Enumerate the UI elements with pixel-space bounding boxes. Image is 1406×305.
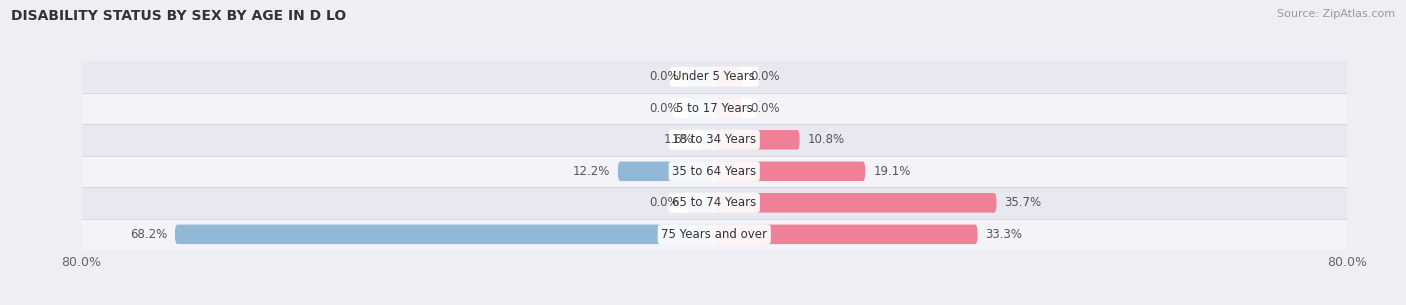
Text: 68.2%: 68.2% — [129, 228, 167, 241]
Text: 0.0%: 0.0% — [650, 70, 679, 83]
Text: 0.0%: 0.0% — [749, 102, 779, 115]
Text: 12.2%: 12.2% — [572, 165, 610, 178]
Text: 18 to 34 Years: 18 to 34 Years — [672, 133, 756, 146]
Bar — [82, 156, 1347, 187]
Text: Source: ZipAtlas.com: Source: ZipAtlas.com — [1277, 9, 1395, 19]
FancyBboxPatch shape — [686, 193, 714, 213]
FancyBboxPatch shape — [714, 162, 865, 181]
Text: 1.6%: 1.6% — [664, 133, 693, 146]
FancyBboxPatch shape — [174, 224, 714, 244]
FancyBboxPatch shape — [714, 67, 742, 87]
Text: 5 to 17 Years: 5 to 17 Years — [676, 102, 752, 115]
Bar — [82, 92, 1347, 124]
Text: 33.3%: 33.3% — [986, 228, 1022, 241]
Bar — [82, 187, 1347, 219]
Text: DISABILITY STATUS BY SEX BY AGE IN D LO: DISABILITY STATUS BY SEX BY AGE IN D LO — [11, 9, 346, 23]
FancyBboxPatch shape — [702, 130, 714, 149]
FancyBboxPatch shape — [617, 162, 714, 181]
Text: 35 to 64 Years: 35 to 64 Years — [672, 165, 756, 178]
FancyBboxPatch shape — [714, 99, 742, 118]
FancyBboxPatch shape — [686, 99, 714, 118]
Legend: Male, Female: Male, Female — [644, 300, 785, 305]
FancyBboxPatch shape — [714, 193, 997, 213]
Text: 65 to 74 Years: 65 to 74 Years — [672, 196, 756, 209]
Text: 35.7%: 35.7% — [1004, 196, 1042, 209]
Text: 0.0%: 0.0% — [749, 70, 779, 83]
Bar — [82, 219, 1347, 250]
FancyBboxPatch shape — [714, 224, 977, 244]
Text: 0.0%: 0.0% — [650, 196, 679, 209]
Text: 75 Years and over: 75 Years and over — [661, 228, 768, 241]
Text: 10.8%: 10.8% — [807, 133, 845, 146]
Text: 19.1%: 19.1% — [873, 165, 911, 178]
FancyBboxPatch shape — [714, 130, 800, 149]
Text: 0.0%: 0.0% — [650, 102, 679, 115]
Text: Under 5 Years: Under 5 Years — [673, 70, 755, 83]
Bar — [82, 124, 1347, 156]
FancyBboxPatch shape — [686, 67, 714, 87]
Bar — [82, 61, 1347, 92]
